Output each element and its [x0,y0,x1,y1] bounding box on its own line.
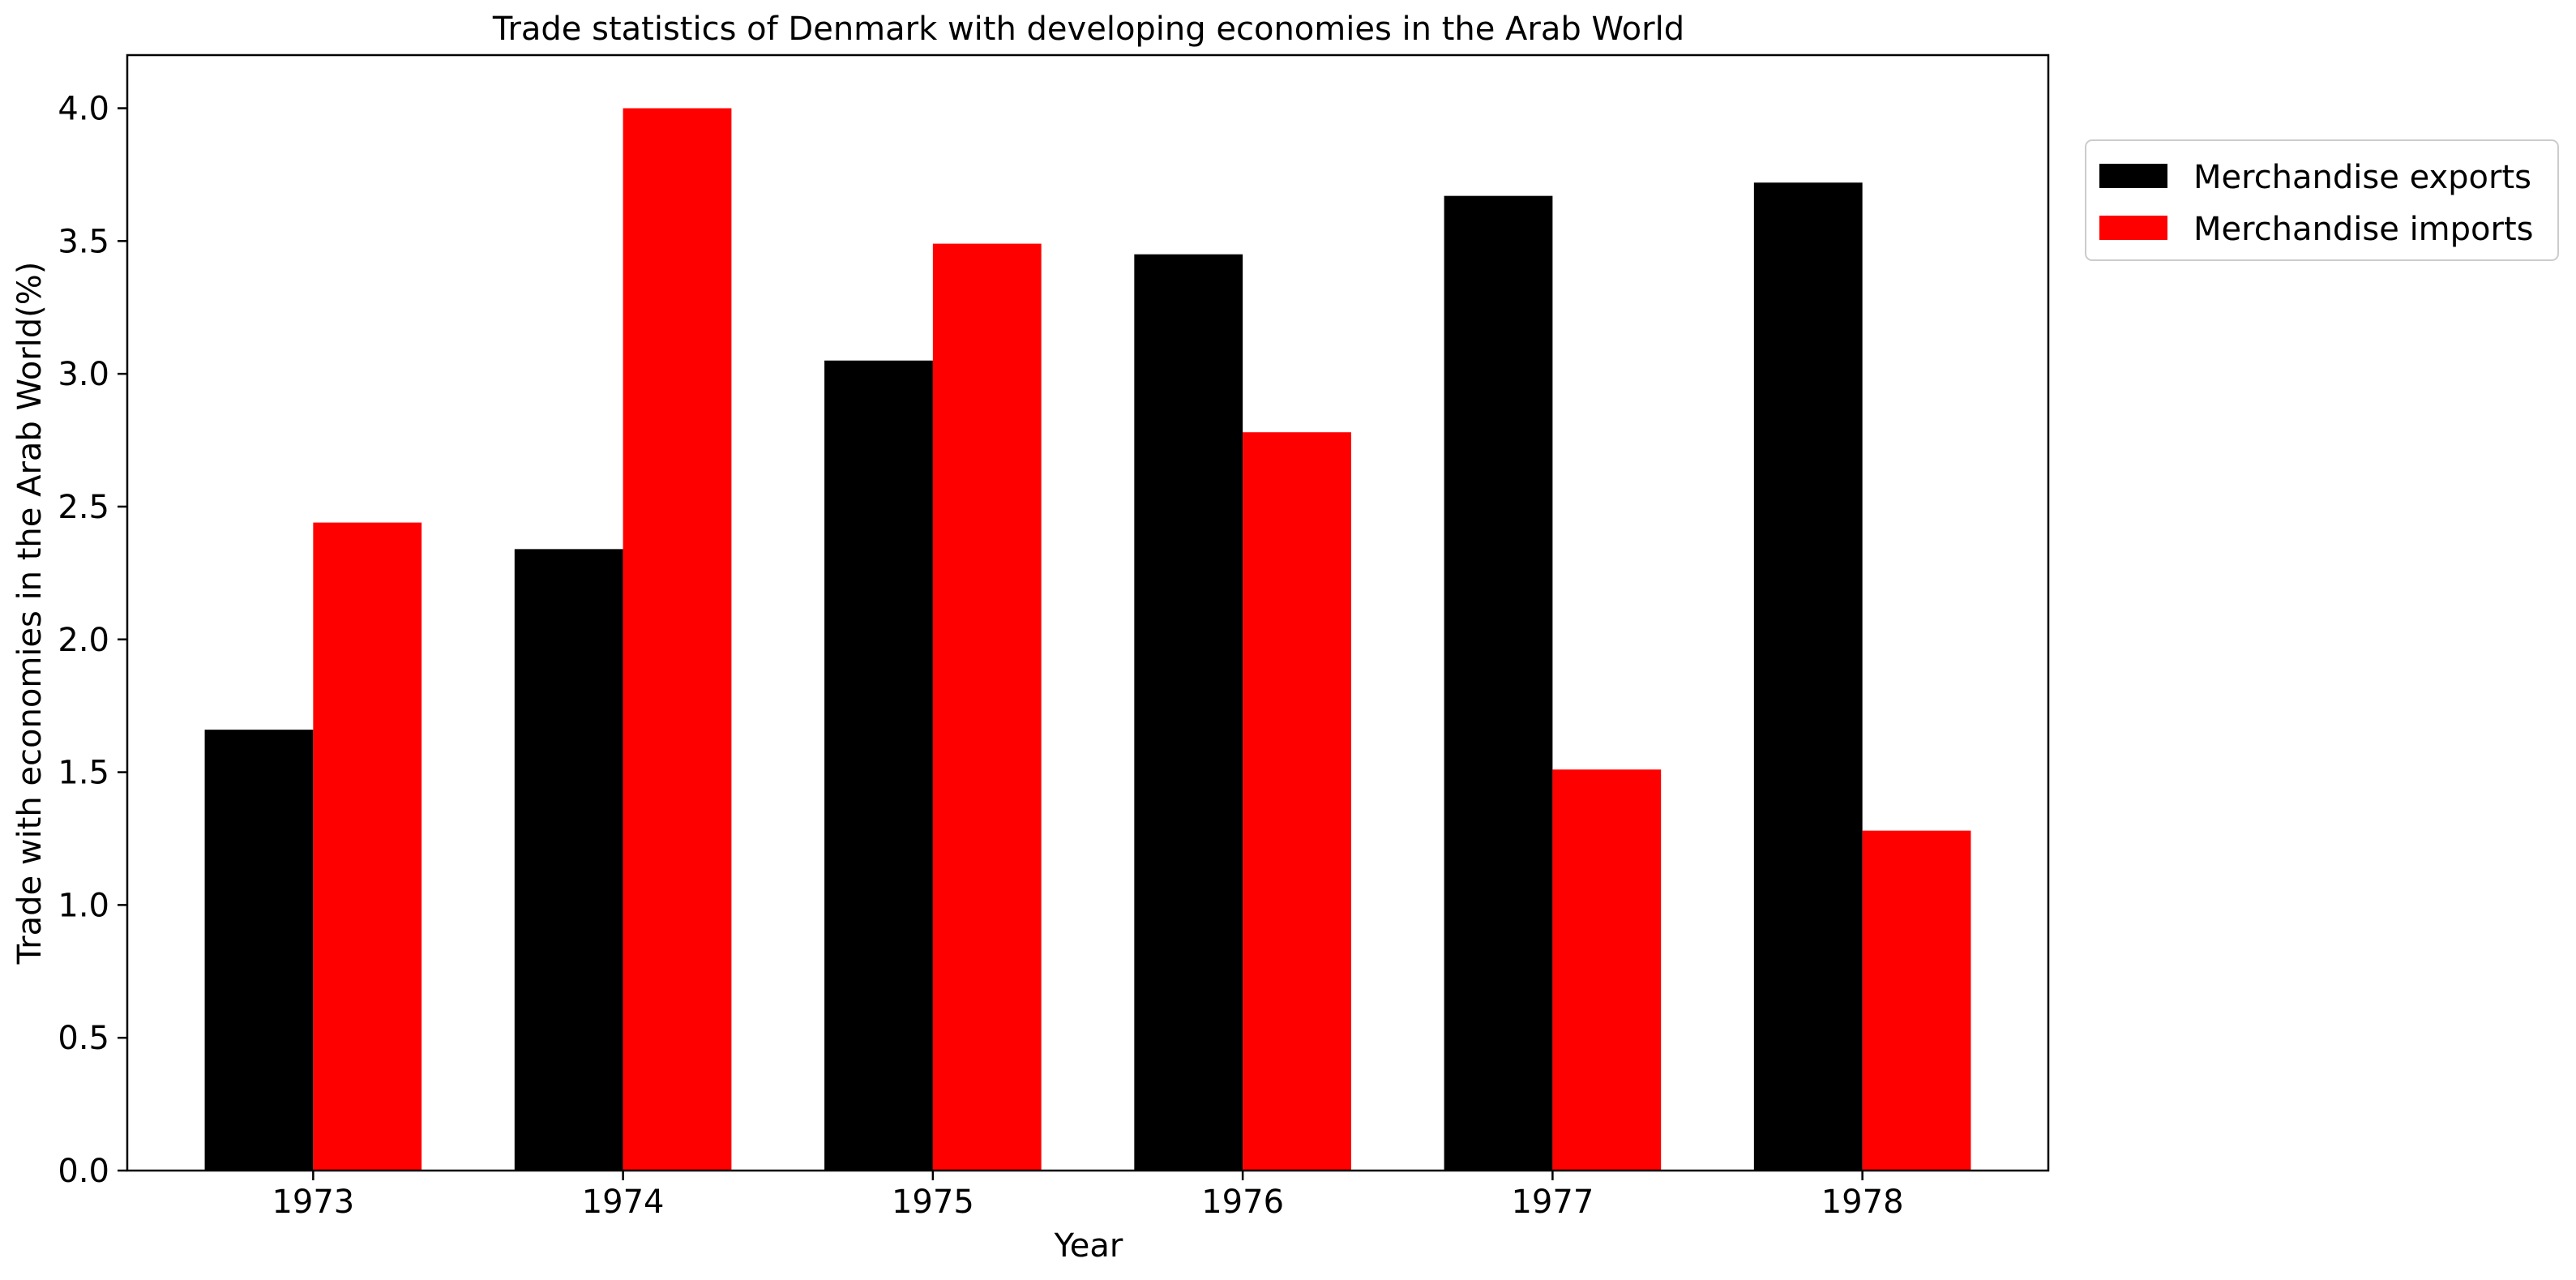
x-axis: 1973 1974 1975 1976 1977 1978 [272,1171,1904,1221]
legend: Merchandise exports Merchandise imports [2085,139,2559,261]
plot-frame [126,54,2050,1172]
bar-exports-1974 [514,549,623,1171]
x-tick-label: 1977 [1511,1184,1594,1221]
y-tick-label: 2.0 [58,622,109,659]
legend-label-imports: Merchandise imports [2193,211,2533,248]
legend-box [2085,139,2559,261]
bar-imports-1976 [1243,432,1351,1171]
x-tick-label: 1974 [582,1184,665,1221]
bar-exports-1977 [1444,195,1553,1171]
x-axis-label: Year [1054,1227,1123,1265]
plot-area [126,54,2050,1172]
x-tick-label: 1973 [272,1184,354,1221]
y-tick-label: 0.5 [58,1020,109,1057]
bar-exports-1973 [204,730,314,1171]
y-tick-label: 4.0 [58,91,109,128]
legend-swatch-imports [2099,216,2167,240]
x-tick-label: 1976 [1201,1184,1284,1221]
y-tick-label: 3.0 [58,356,109,393]
legend-swatch-exports [2099,164,2167,188]
y-tick-label: 2.5 [58,489,109,526]
y-axis: 0.0 0.5 1.0 1.5 2.0 2.5 3.0 3.5 4.0 [58,91,127,1190]
y-tick-label: 0.0 [58,1153,109,1190]
bar-imports-1978 [1862,830,1971,1171]
bar-imports-1973 [313,522,422,1171]
bars-layer [204,108,1971,1171]
y-tick-label: 3.5 [58,223,109,260]
bar-imports-1974 [623,108,732,1171]
bar-imports-1977 [1552,769,1662,1171]
y-tick-label: 1.5 [58,755,109,792]
bar-imports-1975 [932,243,1042,1171]
chart-title: Trade statistics of Denmark with develop… [492,11,1684,48]
bar-exports-1976 [1134,254,1243,1171]
bar-exports-1978 [1753,182,1863,1171]
x-tick-label: 1978 [1821,1184,1904,1221]
y-tick-label: 1.0 [58,887,109,924]
bar-exports-1975 [824,360,933,1171]
y-axis-label: Trade with economies in the Arab World(%… [11,262,49,965]
x-tick-label: 1975 [892,1184,974,1221]
legend-label-exports: Merchandise exports [2193,159,2531,196]
